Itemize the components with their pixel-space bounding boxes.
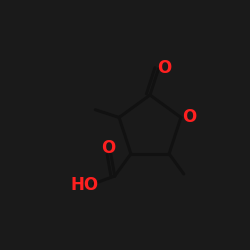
Text: HO: HO [71,176,99,194]
Text: O: O [182,108,196,126]
Text: O: O [101,139,116,157]
Text: O: O [158,58,172,76]
